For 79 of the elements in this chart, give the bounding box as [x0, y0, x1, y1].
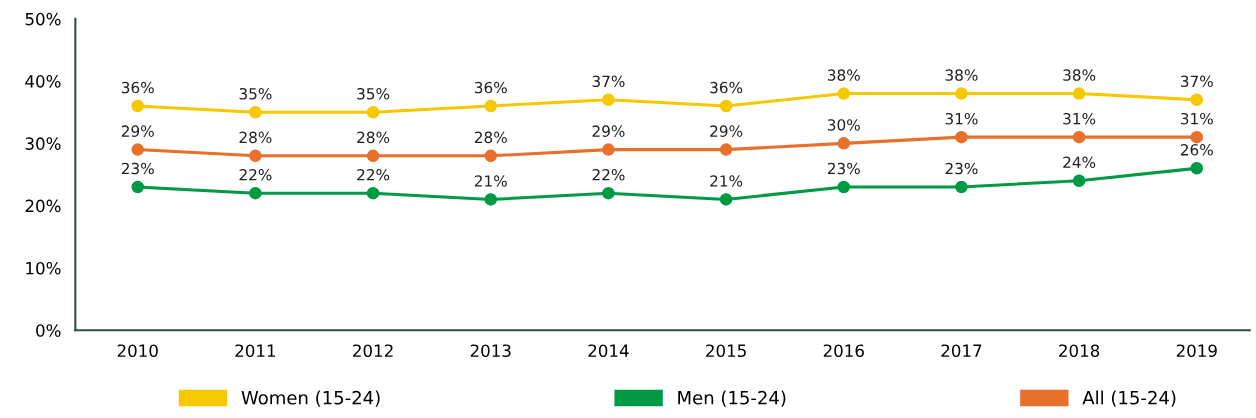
- data-label: 35%: [357, 87, 390, 100]
- data-label: 28%: [357, 131, 390, 144]
- data-label: 29%: [592, 125, 625, 137]
- data-label: 23%: [827, 162, 860, 175]
- point: [602, 143, 615, 156]
- x-tick-label: 2011: [235, 344, 276, 358]
- x-tick-label: 2017: [941, 344, 982, 358]
- point: [837, 180, 851, 194]
- data-label: 36%: [710, 81, 743, 94]
- point: [955, 180, 968, 194]
- point: [1072, 87, 1086, 100]
- point: [1190, 130, 1204, 144]
- x-tick-label: 2019: [1176, 344, 1217, 358]
- data-label: 38%: [1063, 69, 1096, 81]
- y-tick-label: 10%: [26, 261, 61, 275]
- legend-label: Men (15-24): [678, 390, 786, 407]
- point: [955, 87, 968, 100]
- data-label: 31%: [1180, 112, 1213, 125]
- x-tick-label: 2013: [470, 344, 511, 358]
- y-tick-label: 50%: [25, 12, 61, 26]
- point: [602, 93, 615, 107]
- point: [484, 149, 497, 163]
- data-label: 37%: [1180, 75, 1213, 88]
- data-label: 28%: [239, 131, 272, 144]
- data-label: 31%: [945, 112, 978, 125]
- point: [366, 186, 380, 200]
- point: [719, 143, 733, 156]
- y-tick-label: 30%: [25, 137, 61, 150]
- data-label: 28%: [474, 131, 507, 144]
- y-tick-label: 0%: [36, 324, 61, 337]
- data-label: 21%: [474, 175, 507, 187]
- legend-label: Women (15-24): [241, 390, 380, 407]
- x-tick-label: 2012: [353, 344, 393, 358]
- data-label: 22%: [357, 168, 390, 181]
- point: [366, 105, 380, 119]
- data-label: 23%: [121, 162, 154, 175]
- x-tick-label: 2015: [706, 344, 746, 358]
- x-tick-label: 2010: [117, 344, 158, 358]
- data-label: 29%: [121, 125, 154, 137]
- data-label: 38%: [827, 69, 860, 81]
- point: [249, 105, 262, 119]
- y-tick-label: 20%: [25, 199, 61, 213]
- data-label: 23%: [945, 162, 978, 175]
- point: [131, 99, 144, 113]
- data-label: 37%: [592, 75, 625, 88]
- data-label: 21%: [710, 175, 743, 187]
- point: [955, 130, 968, 144]
- data-label: 29%: [710, 125, 743, 137]
- point: [366, 149, 380, 163]
- data-label: 35%: [239, 87, 272, 100]
- point: [1190, 162, 1204, 175]
- point: [249, 186, 262, 200]
- point: [719, 99, 733, 113]
- data-label: 26%: [1180, 144, 1213, 156]
- data-label: 36%: [121, 81, 154, 94]
- data-label: 38%: [945, 69, 978, 81]
- data-label: 31%: [1063, 112, 1096, 125]
- point: [484, 99, 497, 113]
- point: [1072, 174, 1086, 187]
- data-label: 22%: [239, 168, 272, 181]
- data-label: 30%: [827, 119, 860, 131]
- point: [131, 180, 144, 194]
- point: [1190, 93, 1204, 107]
- point: [1072, 130, 1086, 144]
- point: [484, 193, 497, 206]
- x-tick-label: 2016: [823, 344, 864, 358]
- point: [249, 149, 262, 163]
- data-label: 22%: [592, 168, 625, 181]
- point: [837, 87, 851, 100]
- point: [602, 186, 615, 200]
- x-tick-label: 2018: [1059, 344, 1100, 358]
- point: [837, 137, 851, 150]
- point: [131, 143, 144, 156]
- point: [719, 193, 733, 206]
- data-label: 36%: [474, 81, 507, 94]
- y-tick-label: 40%: [25, 75, 61, 88]
- legend-label: All (15-24): [1082, 390, 1176, 407]
- x-tick-label: 2014: [588, 344, 629, 358]
- data-label: 24%: [1063, 156, 1096, 169]
